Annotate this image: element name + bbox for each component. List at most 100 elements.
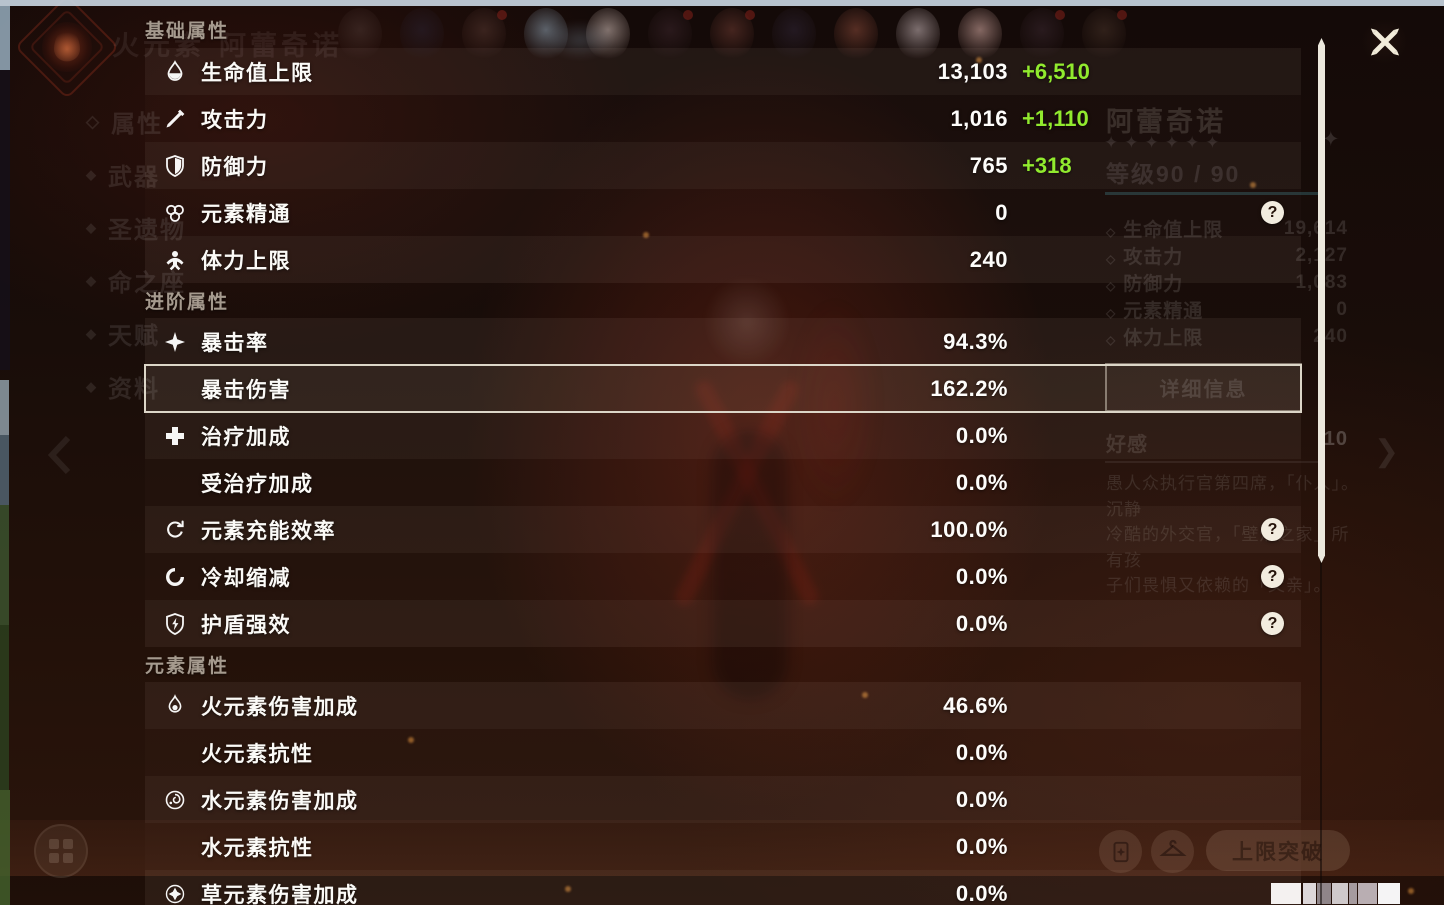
help-icon[interactable]: ? bbox=[1261, 518, 1284, 541]
stat-row[interactable]: 火元素伤害加成 46.6% bbox=[145, 682, 1301, 729]
character-avatar[interactable] bbox=[400, 8, 444, 60]
scrollbar-thumb[interactable] bbox=[1318, 38, 1325, 563]
sidebar-item-2[interactable]: ◆ 圣遗物 bbox=[86, 210, 186, 245]
stat-row[interactable]: 治疗加成 0.0% bbox=[145, 412, 1301, 459]
element-label: 火元素 bbox=[112, 31, 205, 61]
flame-icon bbox=[54, 29, 80, 62]
party-grid-button[interactable] bbox=[34, 824, 88, 878]
ember-particle bbox=[1408, 888, 1414, 894]
stat-row[interactable]: 水元素抗性 0.0% bbox=[145, 823, 1301, 870]
stat-row[interactable]: 暴击伤害 162.2% bbox=[144, 364, 1302, 413]
sidebar-item-3[interactable]: ◆ 命之座 bbox=[86, 263, 186, 298]
crit-rate-icon bbox=[163, 330, 187, 354]
stat-row[interactable]: 冷却缩减 0.0%? bbox=[145, 553, 1301, 600]
stat-row[interactable]: 火元素抗性 0.0% bbox=[145, 729, 1301, 776]
character-avatar[interactable] bbox=[586, 8, 630, 60]
ember-particle bbox=[976, 57, 982, 63]
stat-value: 162.2% bbox=[930, 375, 1008, 401]
stat-row[interactable]: 水元素伤害加成 0.0% bbox=[145, 776, 1301, 823]
stat-bonus: +1,110 bbox=[1022, 105, 1089, 131]
character-avatar[interactable] bbox=[524, 8, 568, 60]
character-art bbox=[703, 276, 791, 368]
card-icon bbox=[1113, 841, 1128, 862]
world-edge-strip bbox=[0, 0, 1444, 6]
stat-row[interactable]: 攻击力 1,016 +1,110 bbox=[145, 95, 1301, 142]
character-avatar[interactable] bbox=[834, 8, 878, 60]
stat-row[interactable]: 草元素伤害加成 0.0% bbox=[145, 870, 1301, 905]
character-avatar[interactable] bbox=[648, 8, 693, 60]
stat-row[interactable]: 暴击率 94.3% bbox=[145, 318, 1301, 365]
bottom-edge-shade bbox=[0, 876, 1444, 905]
character-avatar[interactable] bbox=[1082, 8, 1127, 60]
rarity-stars: ✦✦✦✦✦✦ bbox=[1104, 133, 1226, 153]
detail-info-button[interactable]: 详细信息 bbox=[1105, 363, 1302, 412]
stat-row[interactable]: 护盾强效 0.0%? bbox=[145, 600, 1301, 647]
bg-stat-label: 攻击力 bbox=[1123, 247, 1184, 268]
character-avatar[interactable] bbox=[1020, 8, 1065, 60]
chevron-right-icon[interactable]: ❯ bbox=[1374, 435, 1400, 468]
stat-value: 0.0% bbox=[955, 833, 1008, 859]
ember-particle bbox=[565, 886, 571, 892]
no-icon bbox=[163, 741, 187, 765]
hanger-icon bbox=[1158, 839, 1187, 856]
stat-row[interactable]: 受治疗加成 0.0% bbox=[145, 459, 1301, 506]
stat-value: 1,016 bbox=[950, 105, 1008, 131]
help-icon[interactable]: ? bbox=[1261, 565, 1284, 588]
divider bbox=[1105, 461, 1323, 463]
character-card-button[interactable] bbox=[1099, 830, 1142, 873]
help-icon[interactable]: ? bbox=[1261, 612, 1284, 635]
world-edge-strip bbox=[0, 625, 9, 790]
sidebar-item-1[interactable]: ◆ 武器 bbox=[86, 157, 160, 192]
ascend-button[interactable]: 上限突破 bbox=[1206, 830, 1350, 871]
character-avatar[interactable] bbox=[896, 8, 940, 60]
bg-stat-label: 元素精通 bbox=[1123, 301, 1204, 322]
stat-row[interactable]: 体力上限 240 bbox=[145, 236, 1301, 283]
divider bbox=[1105, 192, 1323, 195]
attributes-detail-panel: 基础属性 生命值上限 13,103 +6,510 攻击力 1,016 +1,110 防御力 76… bbox=[144, 22, 1302, 905]
character-avatar[interactable] bbox=[958, 8, 1002, 60]
stat-value: 0.0% bbox=[955, 563, 1008, 589]
stat-value: 0.0% bbox=[955, 469, 1008, 495]
friendship-label: 好感 bbox=[1106, 434, 1148, 456]
description-line: 愚人众执行官第四席，「仆人」。沉静 bbox=[1106, 474, 1359, 519]
diamond-bullet-icon: ◆ bbox=[86, 378, 98, 394]
close-button[interactable] bbox=[1362, 19, 1407, 64]
sparkle-icon: ✦ bbox=[1322, 128, 1340, 151]
chevron-left-icon[interactable] bbox=[44, 434, 74, 481]
stat-bullet-icon: ◇ bbox=[1106, 252, 1117, 266]
world-edge-strip bbox=[0, 790, 10, 905]
stat-row[interactable]: 元素充能效率 100.0%? bbox=[145, 506, 1301, 553]
section-title: 元素属性 bbox=[145, 656, 230, 677]
world-edge-strip bbox=[0, 70, 10, 370]
character-avatar[interactable] bbox=[710, 8, 755, 60]
stat-value: 46.6% bbox=[943, 692, 1008, 718]
stat-bullet-icon: ◇ bbox=[1106, 225, 1117, 239]
world-edge-strip bbox=[0, 380, 9, 435]
outfit-button[interactable] bbox=[1151, 830, 1194, 873]
ember-particle bbox=[643, 232, 649, 238]
hp-icon bbox=[163, 59, 187, 84]
mosaic-block bbox=[1271, 883, 1301, 904]
stat-label: 受治疗加成 bbox=[201, 472, 314, 496]
stat-row[interactable]: 生命值上限 13,103 +6,510 bbox=[145, 48, 1301, 95]
stat-label: 护盾强效 bbox=[201, 613, 291, 637]
character-level: 等级90 / 90 bbox=[1106, 161, 1241, 187]
stat-bonus: +6,510 bbox=[1022, 58, 1090, 84]
sidebar-item-5[interactable]: ◆ 资料 bbox=[86, 369, 160, 404]
sidebar-item-label: 命之座 bbox=[108, 270, 186, 297]
character-avatar[interactable] bbox=[772, 8, 816, 60]
character-avatar[interactable] bbox=[338, 8, 382, 60]
stat-value: 765 bbox=[969, 152, 1008, 178]
stat-value: 13,103 bbox=[937, 58, 1008, 84]
bg-stat-label: 体力上限 bbox=[1123, 328, 1204, 349]
world-edge-strip bbox=[0, 505, 9, 625]
stamina-icon bbox=[163, 248, 187, 272]
stat-row[interactable]: 元素精通 0? bbox=[145, 189, 1301, 236]
sidebar-item-0[interactable]: ◇ 属性 bbox=[86, 104, 163, 139]
sidebar-item-4[interactable]: ◆ 天赋 bbox=[86, 316, 160, 351]
pyro-icon bbox=[163, 693, 187, 718]
stat-row[interactable]: 防御力 765 +318 bbox=[145, 142, 1301, 189]
help-icon[interactable]: ? bbox=[1261, 201, 1284, 224]
character-avatar[interactable] bbox=[462, 8, 507, 60]
